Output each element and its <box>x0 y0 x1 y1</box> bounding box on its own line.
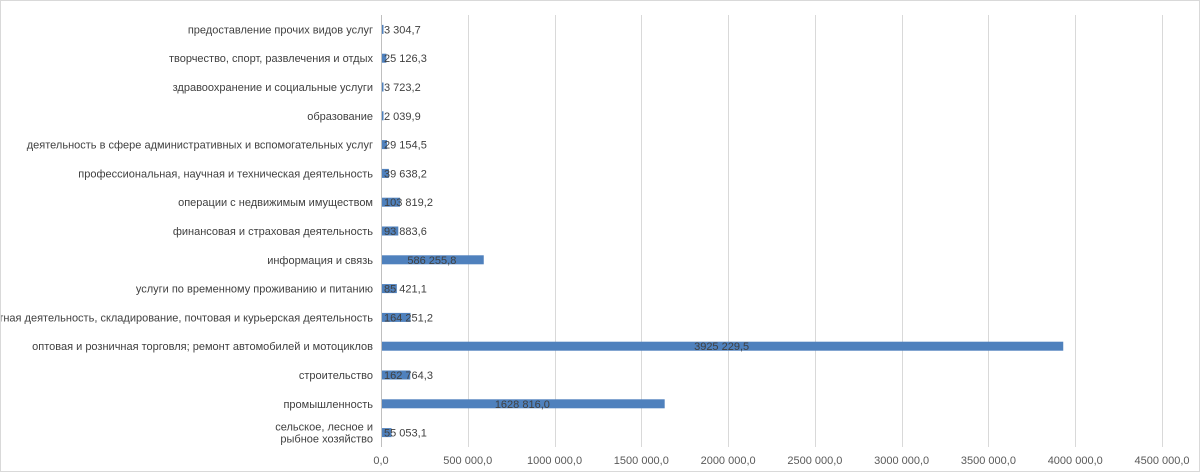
data-label: 3 304,7 <box>384 24 421 36</box>
category-label: здравоохранение и социальные услуги <box>173 82 373 94</box>
x-tick-label: 4000 000,0 <box>1048 455 1103 467</box>
data-label: 39 638,2 <box>384 168 427 180</box>
x-tick-label: 3000 000,0 <box>874 455 929 467</box>
bar <box>382 140 388 150</box>
bar <box>382 197 401 207</box>
bar <box>382 111 384 121</box>
category-label: образование <box>307 111 373 123</box>
data-label: 2 039,9 <box>384 111 421 123</box>
bar <box>382 428 392 438</box>
data-label: 29 154,5 <box>384 140 427 152</box>
data-label: 93 883,6 <box>384 226 427 238</box>
category-label: услуги по временному проживанию и питани… <box>136 284 373 296</box>
x-tick-label: 1500 000,0 <box>614 455 669 467</box>
bar <box>382 399 665 409</box>
x-tick-label: 4500 000,0 <box>1134 455 1189 467</box>
data-label: 55 053,1 <box>384 428 427 440</box>
category-label: оптовая и розничная торговля; ремонт авт… <box>32 341 373 353</box>
category-label: информация и связь <box>267 255 373 267</box>
bar <box>382 82 384 92</box>
data-label: 164 251,2 <box>384 312 433 324</box>
bar <box>382 226 399 236</box>
data-label: 1628 816,0 <box>495 399 550 411</box>
x-tick-label: 0,0 <box>373 455 388 467</box>
category-label: строительство <box>299 370 373 382</box>
data-label: 162 764,3 <box>384 370 433 382</box>
x-tick-label: 3500 000,0 <box>961 455 1016 467</box>
gridlines <box>468 15 1163 447</box>
category-label: деятельность в сфере административных и … <box>27 140 373 152</box>
x-tick-label: 1000 000,0 <box>527 455 582 467</box>
bar <box>382 53 387 63</box>
bar <box>382 255 484 265</box>
data-label: 586 255,8 <box>407 255 456 267</box>
x-tick-label: 2500 000,0 <box>787 455 842 467</box>
x-tick-labels: 0,0 500 000,0 1000 000,0 1500 000,0 2000 000… <box>373 455 1189 467</box>
bar <box>382 370 411 380</box>
bar <box>382 341 1064 351</box>
bar <box>382 24 384 34</box>
data-label: 3 723,2 <box>384 82 421 94</box>
category-label: операции с недвижимым имуществом <box>178 197 373 209</box>
bar <box>382 168 389 178</box>
category-label: промышленность <box>283 399 373 411</box>
data-label: 25 126,3 <box>384 53 427 65</box>
category-label: творчество, спорт, развлечения и отдых <box>169 53 374 65</box>
data-label: 85 421,1 <box>384 284 427 296</box>
category-label: финансовая и страховая деятельность <box>173 226 373 238</box>
bars <box>382 24 1064 438</box>
category-label: транспортная деятельность, складирование… <box>1 312 373 324</box>
category-label: предоставление прочих видов услуг <box>188 24 373 36</box>
bar <box>382 312 411 322</box>
x-tick-label: 500 000,0 <box>443 455 492 467</box>
data-label: 103 819,2 <box>384 197 433 209</box>
category-label: профессиональная, научная и техническая … <box>78 168 373 180</box>
data-label: 3925 229,5 <box>694 341 749 353</box>
x-tick-label: 2000 000,0 <box>701 455 756 467</box>
data-labels: 55 053,1 1628 816,0 162 764,3 3925 229,5 164… <box>384 24 749 439</box>
category-label: рыбное хозяйство <box>280 434 373 446</box>
category-label: сельское, лесное и <box>275 422 373 434</box>
bar <box>382 284 397 294</box>
